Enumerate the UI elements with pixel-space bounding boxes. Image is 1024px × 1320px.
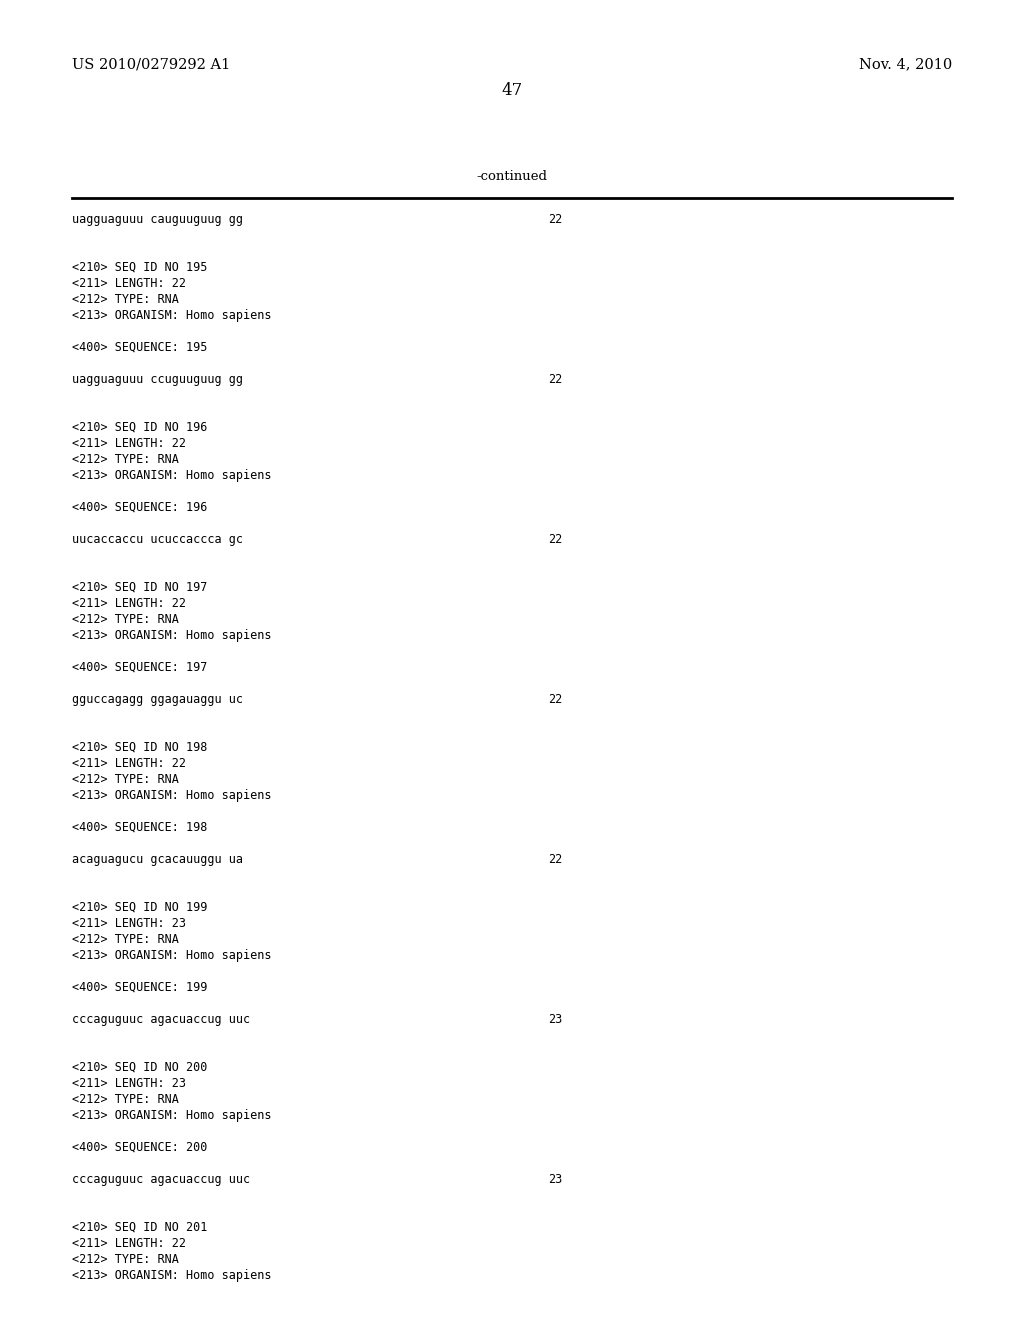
Text: <400> SEQUENCE: 200: <400> SEQUENCE: 200 [72, 1140, 208, 1154]
Text: <213> ORGANISM: Homo sapiens: <213> ORGANISM: Homo sapiens [72, 789, 271, 803]
Text: <212> TYPE: RNA: <212> TYPE: RNA [72, 1093, 179, 1106]
Text: <400> SEQUENCE: 199: <400> SEQUENCE: 199 [72, 981, 208, 994]
Text: <210> SEQ ID NO 197: <210> SEQ ID NO 197 [72, 581, 208, 594]
Text: <211> LENGTH: 23: <211> LENGTH: 23 [72, 917, 186, 931]
Text: 23: 23 [548, 1012, 562, 1026]
Text: 22: 22 [548, 693, 562, 706]
Text: <400> SEQUENCE: 198: <400> SEQUENCE: 198 [72, 821, 208, 834]
Text: <210> SEQ ID NO 199: <210> SEQ ID NO 199 [72, 902, 208, 913]
Text: -continued: -continued [476, 170, 548, 183]
Text: <210> SEQ ID NO 200: <210> SEQ ID NO 200 [72, 1061, 208, 1074]
Text: <212> TYPE: RNA: <212> TYPE: RNA [72, 293, 179, 306]
Text: <212> TYPE: RNA: <212> TYPE: RNA [72, 774, 179, 785]
Text: <211> LENGTH: 22: <211> LENGTH: 22 [72, 756, 186, 770]
Text: uagguaguuu ccuguuguug gg: uagguaguuu ccuguuguug gg [72, 374, 243, 385]
Text: <210> SEQ ID NO 201: <210> SEQ ID NO 201 [72, 1221, 208, 1234]
Text: US 2010/0279292 A1: US 2010/0279292 A1 [72, 57, 230, 71]
Text: <213> ORGANISM: Homo sapiens: <213> ORGANISM: Homo sapiens [72, 1109, 271, 1122]
Text: cccaguguuc agacuaccug uuc: cccaguguuc agacuaccug uuc [72, 1173, 250, 1185]
Text: <213> ORGANISM: Homo sapiens: <213> ORGANISM: Homo sapiens [72, 630, 271, 642]
Text: gguccagagg ggagauaggu uc: gguccagagg ggagauaggu uc [72, 693, 243, 706]
Text: <213> ORGANISM: Homo sapiens: <213> ORGANISM: Homo sapiens [72, 469, 271, 482]
Text: <212> TYPE: RNA: <212> TYPE: RNA [72, 453, 179, 466]
Text: <212> TYPE: RNA: <212> TYPE: RNA [72, 612, 179, 626]
Text: <213> ORGANISM: Homo sapiens: <213> ORGANISM: Homo sapiens [72, 1269, 271, 1282]
Text: <211> LENGTH: 22: <211> LENGTH: 22 [72, 437, 186, 450]
Text: uucaccaccu ucuccaccca gc: uucaccaccu ucuccaccca gc [72, 533, 243, 546]
Text: <400> SEQUENCE: 196: <400> SEQUENCE: 196 [72, 502, 208, 513]
Text: 22: 22 [548, 853, 562, 866]
Text: 47: 47 [502, 82, 522, 99]
Text: <210> SEQ ID NO 195: <210> SEQ ID NO 195 [72, 261, 208, 275]
Text: Nov. 4, 2010: Nov. 4, 2010 [859, 57, 952, 71]
Text: cccaguguuc agacuaccug uuc: cccaguguuc agacuaccug uuc [72, 1012, 250, 1026]
Text: <212> TYPE: RNA: <212> TYPE: RNA [72, 933, 179, 946]
Text: <210> SEQ ID NO 196: <210> SEQ ID NO 196 [72, 421, 208, 434]
Text: 22: 22 [548, 374, 562, 385]
Text: 22: 22 [548, 213, 562, 226]
Text: <212> TYPE: RNA: <212> TYPE: RNA [72, 1253, 179, 1266]
Text: 23: 23 [548, 1173, 562, 1185]
Text: <210> SEQ ID NO 198: <210> SEQ ID NO 198 [72, 741, 208, 754]
Text: <211> LENGTH: 22: <211> LENGTH: 22 [72, 277, 186, 290]
Text: <211> LENGTH: 22: <211> LENGTH: 22 [72, 1237, 186, 1250]
Text: <400> SEQUENCE: 197: <400> SEQUENCE: 197 [72, 661, 208, 675]
Text: <400> SEQUENCE: 195: <400> SEQUENCE: 195 [72, 341, 208, 354]
Text: acaguagucu gcacauuggu ua: acaguagucu gcacauuggu ua [72, 853, 243, 866]
Text: <211> LENGTH: 22: <211> LENGTH: 22 [72, 597, 186, 610]
Text: 22: 22 [548, 533, 562, 546]
Text: <211> LENGTH: 23: <211> LENGTH: 23 [72, 1077, 186, 1090]
Text: <213> ORGANISM: Homo sapiens: <213> ORGANISM: Homo sapiens [72, 949, 271, 962]
Text: <213> ORGANISM: Homo sapiens: <213> ORGANISM: Homo sapiens [72, 309, 271, 322]
Text: uagguaguuu cauguuguug gg: uagguaguuu cauguuguug gg [72, 213, 243, 226]
